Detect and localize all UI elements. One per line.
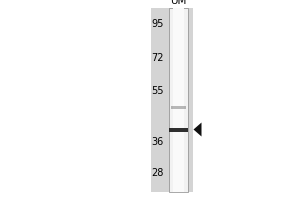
Bar bbox=[172, 106, 185, 109]
Text: 95: 95 bbox=[151, 19, 164, 29]
Text: 55: 55 bbox=[151, 86, 164, 96]
Text: UM: UM bbox=[170, 0, 187, 6]
Bar bbox=[169, 8, 188, 192]
Bar bbox=[173, 8, 184, 192]
Text: 36: 36 bbox=[151, 137, 164, 147]
Polygon shape bbox=[194, 123, 202, 137]
Text: 72: 72 bbox=[151, 53, 164, 63]
Bar bbox=[169, 128, 188, 132]
Bar bbox=[152, 8, 193, 192]
Text: 28: 28 bbox=[151, 168, 164, 178]
